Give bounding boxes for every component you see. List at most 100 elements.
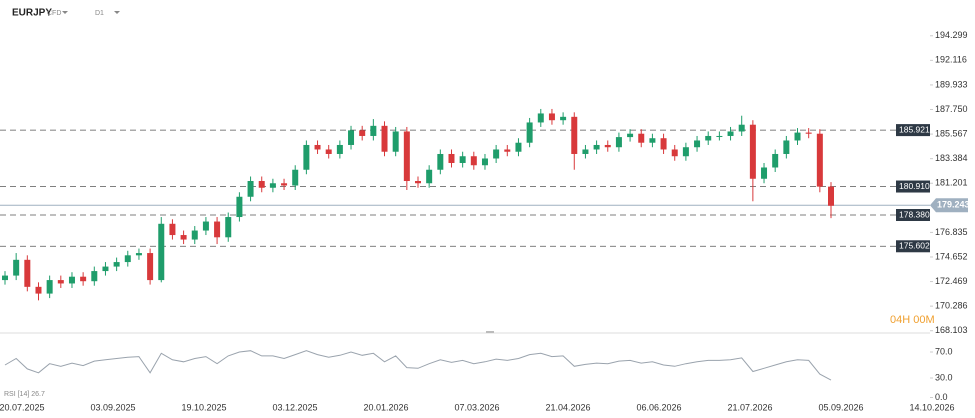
candle-body (459, 156, 466, 163)
candle-body (202, 221, 209, 231)
candle-body (660, 138, 667, 150)
candle-body (526, 122, 533, 143)
level-label: 175.602 (899, 241, 930, 251)
candle-body (24, 259, 31, 287)
rsi-tick-label: 70.0 (935, 346, 953, 356)
y-tick-label: 185.567 (935, 128, 968, 138)
candle-body (46, 280, 53, 294)
candle-body (180, 235, 187, 240)
last-price-box (930, 198, 968, 213)
panel-handle[interactable] (486, 331, 494, 333)
x-tick-label: 03.09.2025 (90, 402, 135, 412)
x-tick-label: 05.09.2026 (818, 402, 863, 412)
y-tick-label: 181.201 (935, 178, 968, 188)
candle-body (80, 276, 87, 282)
candle-body (448, 153, 455, 163)
level-label-box (896, 180, 930, 193)
candle-body (281, 183, 288, 186)
candle-body (682, 147, 689, 157)
x-tick-label: 06.06.2026 (636, 402, 681, 412)
level-label: 185.921 (899, 124, 930, 134)
candle-body (169, 223, 176, 236)
candle-body (113, 262, 120, 267)
symbol[interactable]: EURJPY (12, 8, 52, 19)
symbol-dropdown[interactable] (62, 11, 68, 14)
x-tick-label: 20.07.2025 (0, 402, 45, 412)
x-tick-label: 20.01.2026 (363, 402, 408, 412)
y-tick-label: 194.299 (935, 30, 968, 40)
candle-body (2, 275, 8, 281)
candle-body (828, 186, 834, 206)
candle-body (437, 153, 444, 170)
timeframe-dropdown[interactable] (114, 11, 120, 14)
y-tick-label: 170.286 (935, 301, 968, 311)
candle-body (649, 138, 656, 143)
y-tick-label: 168.103 (935, 325, 968, 335)
candle-body (615, 137, 622, 148)
y-tick-label: 174.652 (935, 251, 968, 261)
level-label-box (896, 209, 930, 222)
candle-body (582, 149, 589, 154)
level-label: 178.380 (899, 209, 930, 219)
candle-body (515, 142, 522, 152)
candle-body (147, 253, 154, 281)
rsi-tick-label: 0.0 (935, 392, 948, 402)
candle-body (124, 255, 131, 263)
y-tick-label: 187.750 (935, 104, 968, 114)
candle-body (772, 153, 779, 168)
candle-body (381, 125, 388, 152)
candle-body (314, 144, 321, 150)
candle-body (292, 169, 299, 186)
candle-body (359, 130, 366, 136)
candle-body (370, 125, 377, 136)
candle-body (716, 135, 723, 137)
candle-body (191, 230, 198, 240)
y-tick-label: 176.835 (935, 227, 968, 237)
candle-body (247, 181, 254, 197)
x-tick-label: 21.07.2026 (727, 402, 772, 412)
candle-body (403, 131, 410, 182)
candle-body (102, 266, 109, 272)
candle-body (761, 167, 768, 179)
candle-body (57, 280, 64, 284)
timeframe[interactable]: D1 (95, 10, 104, 17)
instrument-type: CFD (47, 10, 61, 17)
x-tick-label: 03.12.2025 (272, 402, 317, 412)
candle-body (392, 131, 399, 152)
x-tick-label: 07.03.2026 (454, 402, 499, 412)
candle-body (794, 132, 801, 141)
y-tick-label: 172.469 (935, 276, 968, 286)
candle-body (627, 133, 634, 138)
candle-body (158, 223, 165, 281)
candle-body (426, 169, 433, 184)
y-tick-label: 183.384 (935, 153, 968, 163)
candle-body (705, 135, 712, 141)
indicator-label[interactable]: RSI [14] 26.7 (4, 391, 45, 398)
candle-body (604, 144, 611, 148)
candle-body (493, 149, 500, 159)
candle-body (35, 286, 42, 294)
candle-body (738, 124, 745, 132)
y-tick-label: 189.933 (935, 79, 968, 89)
last-price-label: 179.243 (937, 200, 970, 210)
candle-body (671, 149, 678, 157)
candle-body (816, 133, 823, 187)
candle-body (749, 124, 756, 179)
x-tick-label: 21.04.2026 (545, 402, 590, 412)
bar-timer: 04H 00M (890, 314, 935, 326)
candle-body (560, 116, 567, 121)
level-label-box (896, 124, 930, 137)
candle-body (805, 132, 812, 134)
y-tick-label: 192.116 (935, 55, 967, 65)
candle-body (571, 116, 578, 154)
candle-body (470, 156, 477, 166)
candle-body (135, 253, 142, 256)
candle-body (348, 130, 355, 145)
candle-body (336, 144, 343, 154)
candle-body (548, 113, 555, 121)
candle-body (214, 221, 221, 238)
level-label-box (896, 240, 930, 253)
level-label: 180.910 (899, 181, 930, 191)
